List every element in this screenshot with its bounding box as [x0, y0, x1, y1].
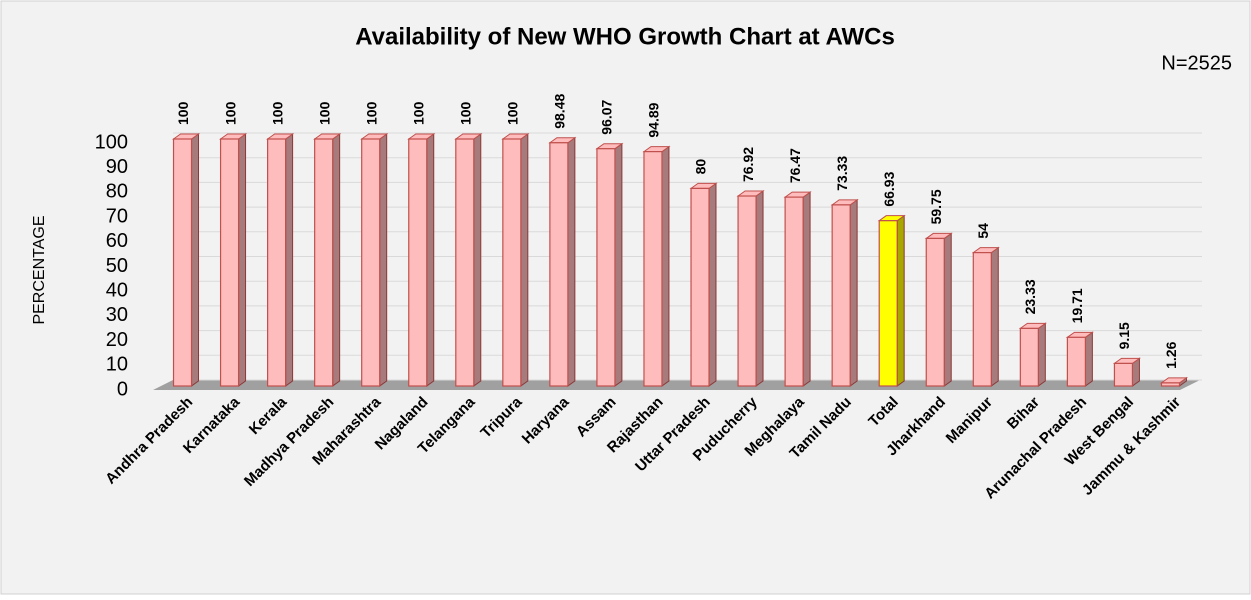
- bar-side-shade: [567, 137, 575, 386]
- bar: [1160, 382, 1181, 387]
- value-label: 54: [975, 223, 991, 239]
- y-tick-label: 20: [106, 329, 128, 351]
- value-label: 100: [269, 101, 285, 125]
- value-label: 100: [410, 101, 426, 125]
- bar: [1019, 327, 1039, 387]
- bar-side-shade: [332, 134, 340, 386]
- value-label: 76.47: [787, 148, 803, 183]
- bar-side-shade: [1132, 358, 1140, 386]
- bar-side-shade: [238, 134, 246, 386]
- bar: [172, 138, 193, 387]
- chart-title: Availability of New WHO Growth Chart at …: [355, 23, 895, 50]
- bar: [408, 138, 428, 387]
- value-label: 100: [222, 101, 238, 125]
- value-label: 73.33: [834, 156, 850, 191]
- value-label: 80: [693, 159, 709, 175]
- bar-side-shade: [991, 247, 999, 386]
- bar: [596, 148, 616, 387]
- y-tick-label: 70: [106, 205, 128, 227]
- bar-side-shade: [285, 134, 293, 386]
- bar-side-shade: [661, 146, 669, 386]
- value-label: 100: [316, 101, 332, 125]
- bar-side-shade: [1085, 332, 1093, 386]
- bar-side-shade: [803, 192, 811, 386]
- bar: [455, 138, 475, 387]
- bar: [1066, 336, 1086, 387]
- bar-side-shade: [897, 215, 905, 386]
- y-tick-label: 50: [106, 255, 128, 277]
- bar: [361, 138, 381, 387]
- y-tick-label: 80: [106, 181, 128, 203]
- value-label: 98.48: [552, 94, 568, 129]
- bar: [878, 220, 898, 387]
- y-tick-label: 30: [106, 304, 128, 326]
- bar-side-shade: [614, 143, 622, 386]
- bar: [314, 138, 334, 387]
- bar: [737, 195, 757, 387]
- bar-side-shade: [1179, 377, 1187, 386]
- value-label: 76.92: [740, 147, 756, 182]
- value-label: 100: [505, 101, 521, 125]
- bar: [643, 151, 663, 387]
- value-label: 59.75: [928, 189, 944, 224]
- bar: [549, 142, 569, 387]
- bar-side-shade: [850, 199, 858, 386]
- value-label: 1.26: [1163, 341, 1179, 368]
- y-tick-label: 60: [106, 230, 128, 252]
- value-label: 100: [175, 101, 191, 125]
- y-tick-label: 100: [95, 131, 128, 153]
- bar: [219, 138, 240, 387]
- value-label: 66.93: [881, 171, 897, 206]
- bar-side-shade: [426, 134, 434, 386]
- value-label: 100: [457, 101, 473, 125]
- y-tick-label: 10: [106, 354, 128, 376]
- bar-side-shade: [944, 233, 952, 386]
- bar-side-shade: [520, 134, 528, 386]
- y-tick-label: 90: [106, 156, 128, 178]
- value-label: 9.15: [1116, 322, 1132, 349]
- value-label: 94.89: [646, 102, 662, 137]
- bar: [690, 187, 710, 387]
- annotation: N=2525: [1161, 52, 1232, 74]
- bar-side-shade: [709, 183, 717, 386]
- bar-side-shade: [756, 191, 764, 386]
- bar: [502, 138, 522, 387]
- value-label: 23.33: [1022, 279, 1038, 314]
- bar: [972, 252, 992, 387]
- y-tick-label: 40: [106, 279, 128, 301]
- bar-side-shade: [379, 134, 387, 386]
- value-label: 100: [363, 101, 379, 125]
- bar: [784, 196, 804, 387]
- bar-side-shade: [473, 134, 481, 386]
- value-label: 96.07: [599, 99, 615, 134]
- bar: [831, 204, 851, 387]
- bar: [925, 237, 945, 387]
- value-label: 19.71: [1069, 288, 1085, 323]
- y-axis-label: PERCENTAGE: [31, 215, 48, 324]
- bar-side-shade: [191, 134, 199, 386]
- y-tick-label: 0: [117, 378, 128, 400]
- bar: [1113, 362, 1134, 387]
- bar-side-shade: [1038, 323, 1046, 386]
- bar: [267, 138, 287, 387]
